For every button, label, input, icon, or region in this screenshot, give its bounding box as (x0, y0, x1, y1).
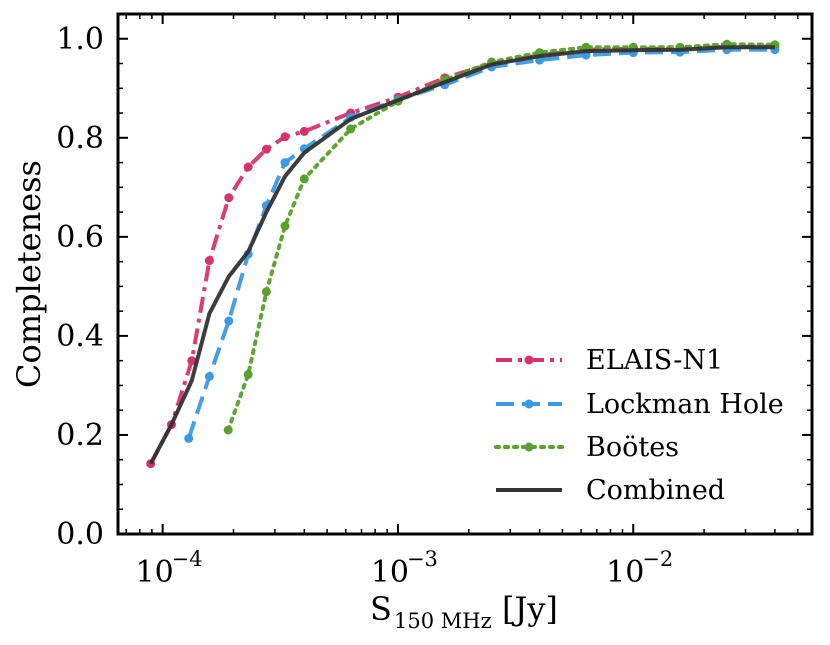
data-point (280, 221, 290, 231)
y-tick-label: 1.0 (56, 22, 104, 57)
x-axis-label-subscript: 150 MHz (394, 609, 492, 633)
y-tick-label: 0.8 (56, 121, 104, 156)
data-point (243, 162, 253, 172)
data-point (261, 144, 271, 154)
x-tick-label-base: 10 (136, 555, 174, 590)
legend-marker-1 (524, 399, 534, 409)
data-point (204, 372, 214, 381)
y-tick-label: 0.6 (56, 220, 104, 255)
legend: ELAIS-N1 Lockman Hole Boötes Combined (494, 345, 784, 506)
x-tick-label-base: 10 (371, 555, 409, 590)
x-axis-label-symbol: S (370, 590, 392, 628)
y-axis-label: Completeness (10, 160, 48, 388)
x-tick-label-exponent: −3 (407, 547, 438, 571)
data-point (280, 158, 290, 168)
legend-marker-2 (524, 442, 534, 452)
y-tick-label: 0.0 (56, 517, 104, 552)
data-point (280, 132, 290, 142)
x-axis-label-unit: [Jy] (502, 590, 558, 628)
legend-marker-0 (524, 355, 534, 365)
data-point (223, 425, 233, 435)
series-line-1 (186, 47, 775, 440)
data-point (187, 356, 197, 366)
series-line-2 (226, 42, 777, 432)
legend-label-3: Combined (586, 475, 725, 506)
series-layer (146, 39, 780, 469)
legend-label-2: Boötes (586, 432, 679, 463)
series-line-3 (148, 45, 775, 465)
data-point (204, 256, 214, 266)
data-point (346, 124, 356, 134)
data-point (224, 316, 234, 326)
data-point (224, 193, 234, 203)
legend-label-1: Lockman Hole (586, 389, 784, 420)
x-tick-label-exponent: −2 (642, 547, 673, 571)
y-tick-label: 0.2 (56, 418, 104, 453)
axes-layer: 0.00.20.40.60.81.010−4 10−3 10−2S 150 MHz [J… (10, 12, 814, 633)
y-tick-label: 0.4 (56, 319, 104, 354)
data-point (261, 287, 271, 297)
data-point (299, 174, 309, 184)
data-point (184, 433, 194, 443)
legend-label-0: ELAIS-N1 (586, 345, 723, 376)
data-point (243, 370, 253, 379)
x-tick-label-exponent: −4 (172, 547, 203, 571)
data-point (299, 126, 309, 136)
plot-frame (116, 12, 814, 536)
x-tick-label-base: 10 (606, 555, 644, 590)
